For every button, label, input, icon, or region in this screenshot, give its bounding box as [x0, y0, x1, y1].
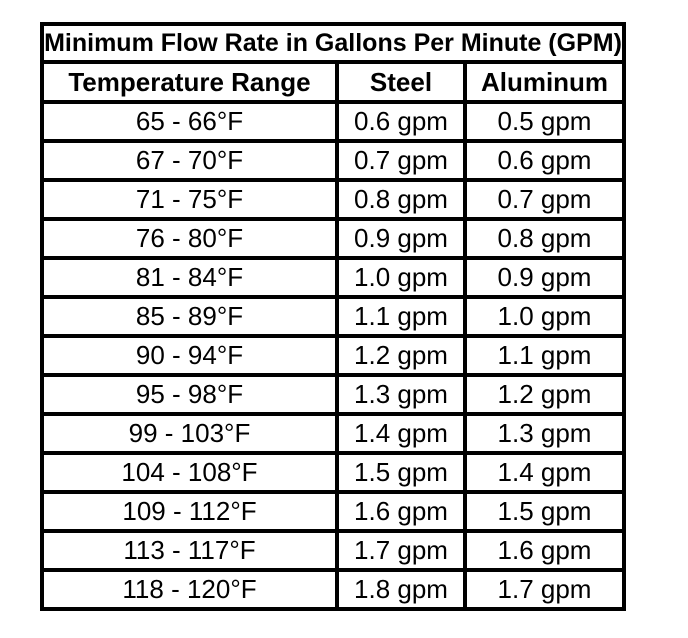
table-row: 85 - 89°F 1.1 gpm 1.0 gpm [40, 295, 626, 338]
table-row: 67 - 70°F 0.7 gpm 0.6 gpm [40, 139, 626, 182]
table-body: 65 - 66°F 0.6 gpm 0.5 gpm 67 - 70°F 0.7 gpm 0… [40, 100, 626, 611]
table-title: Minimum Flow Rate in Gallons Per Minute … [40, 22, 626, 64]
steel-flow-cell: 1.2 gpm [335, 334, 467, 377]
aluminum-flow-cell: 1.3 gpm [463, 412, 626, 455]
aluminum-flow-cell: 1.6 gpm [463, 529, 626, 572]
table-row: 95 - 98°F 1.3 gpm 1.2 gpm [40, 373, 626, 416]
table-row: 65 - 66°F 0.6 gpm 0.5 gpm [40, 100, 626, 143]
temperature-range-cell: 90 - 94°F [40, 334, 339, 377]
steel-flow-cell: 1.8 gpm [335, 568, 467, 611]
table-row: 113 - 117°F 1.7 gpm 1.6 gpm [40, 529, 626, 572]
steel-flow-cell: 1.1 gpm [335, 295, 467, 338]
aluminum-flow-cell: 0.5 gpm [463, 100, 626, 143]
table-row: 109 - 112°F 1.6 gpm 1.5 gpm [40, 490, 626, 533]
temperature-range-cell: 109 - 112°F [40, 490, 339, 533]
aluminum-flow-cell: 0.7 gpm [463, 178, 626, 221]
steel-flow-cell: 0.6 gpm [335, 100, 467, 143]
temperature-range-cell: 65 - 66°F [40, 100, 339, 143]
column-header-steel: Steel [335, 60, 467, 104]
aluminum-flow-cell: 1.4 gpm [463, 451, 626, 494]
temperature-range-cell: 71 - 75°F [40, 178, 339, 221]
aluminum-flow-cell: 1.5 gpm [463, 490, 626, 533]
temperature-range-cell: 95 - 98°F [40, 373, 339, 416]
aluminum-flow-cell: 1.0 gpm [463, 295, 626, 338]
temperature-range-cell: 104 - 108°F [40, 451, 339, 494]
table-row: 104 - 108°F 1.5 gpm 1.4 gpm [40, 451, 626, 494]
temperature-range-cell: 85 - 89°F [40, 295, 339, 338]
steel-flow-cell: 1.7 gpm [335, 529, 467, 572]
temperature-range-cell: 99 - 103°F [40, 412, 339, 455]
steel-flow-cell: 1.3 gpm [335, 373, 467, 416]
temperature-range-cell: 113 - 117°F [40, 529, 339, 572]
steel-flow-cell: 0.9 gpm [335, 217, 467, 260]
aluminum-flow-cell: 0.8 gpm [463, 217, 626, 260]
steel-flow-cell: 1.6 gpm [335, 490, 467, 533]
steel-flow-cell: 1.4 gpm [335, 412, 467, 455]
table-row: 81 - 84°F 1.0 gpm 0.9 gpm [40, 256, 626, 299]
aluminum-flow-cell: 0.6 gpm [463, 139, 626, 182]
column-header-temperature-range: Temperature Range [40, 60, 339, 104]
table-row: 118 - 120°F 1.8 gpm 1.7 gpm [40, 568, 626, 611]
flow-rate-table: Minimum Flow Rate in Gallons Per Minute … [40, 22, 626, 611]
steel-flow-cell: 1.0 gpm [335, 256, 467, 299]
steel-flow-cell: 1.5 gpm [335, 451, 467, 494]
aluminum-flow-cell: 1.1 gpm [463, 334, 626, 377]
aluminum-flow-cell: 1.2 gpm [463, 373, 626, 416]
table-header-row: Temperature Range Steel Aluminum [40, 60, 626, 104]
temperature-range-cell: 76 - 80°F [40, 217, 339, 260]
steel-flow-cell: 0.8 gpm [335, 178, 467, 221]
table-row: 99 - 103°F 1.4 gpm 1.3 gpm [40, 412, 626, 455]
temperature-range-cell: 81 - 84°F [40, 256, 339, 299]
aluminum-flow-cell: 0.9 gpm [463, 256, 626, 299]
table-title-row: Minimum Flow Rate in Gallons Per Minute … [40, 22, 626, 64]
table-row: 90 - 94°F 1.2 gpm 1.1 gpm [40, 334, 626, 377]
table-row: 71 - 75°F 0.8 gpm 0.7 gpm [40, 178, 626, 221]
steel-flow-cell: 0.7 gpm [335, 139, 467, 182]
temperature-range-cell: 118 - 120°F [40, 568, 339, 611]
table-row: 76 - 80°F 0.9 gpm 0.8 gpm [40, 217, 626, 260]
aluminum-flow-cell: 1.7 gpm [463, 568, 626, 611]
temperature-range-cell: 67 - 70°F [40, 139, 339, 182]
column-header-aluminum: Aluminum [463, 60, 626, 104]
